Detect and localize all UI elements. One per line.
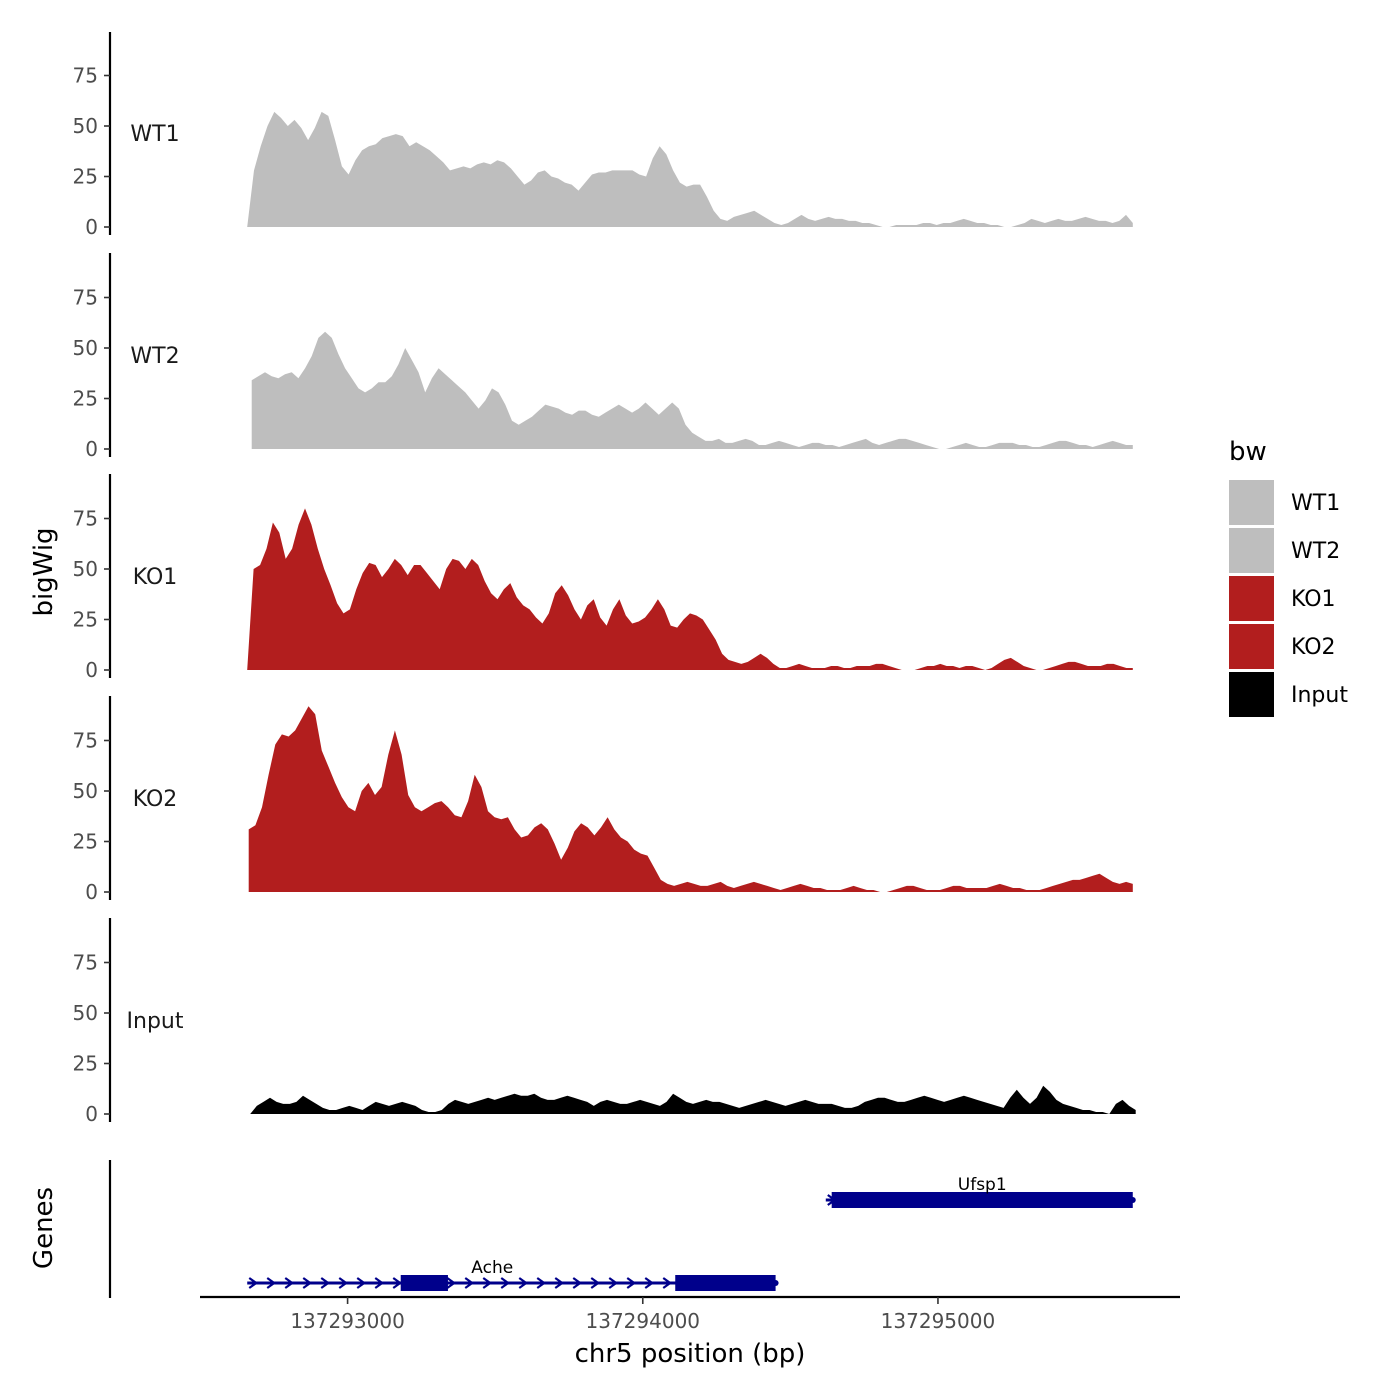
gene-end-cap (1129, 1197, 1136, 1203)
y-tick-label: 0 (85, 1102, 98, 1126)
y-tick-label: 75 (73, 951, 98, 975)
genes-axis-title: Genes (29, 1187, 59, 1269)
x-tick-label: 137295000 (881, 1309, 996, 1333)
y-axis-title: bigWig (29, 527, 59, 616)
strand-chevron (338, 1277, 349, 1289)
strand-chevron (608, 1277, 619, 1289)
strand-chevron (626, 1277, 637, 1289)
gene-label: Ache (471, 1258, 513, 1278)
coverage-area-ko2 (248, 706, 1133, 892)
y-tick-label: 50 (73, 779, 98, 803)
y-tick-label: 25 (73, 608, 98, 632)
track-wt2: 0 25 50 75 WT2 (73, 253, 1133, 461)
track-label: WT2 (130, 344, 179, 369)
strand-chevron (302, 1277, 313, 1289)
y-tick-label: 75 (73, 64, 98, 88)
strand-chevron (590, 1277, 601, 1289)
y-tick-label: 25 (73, 387, 98, 411)
gene-exon (400, 1275, 448, 1291)
coverage-area-wt1 (247, 111, 1133, 227)
strand-chevron (446, 1277, 457, 1289)
y-tick-label: 25 (73, 165, 98, 189)
y-tick-label: 25 (73, 1052, 98, 1076)
y-tick-label: 0 (85, 437, 98, 461)
track-ko1: 0 25 50 75 KO1 (73, 474, 1133, 682)
gene-track: Ache Ufsp1 (108, 1160, 1136, 1298)
legend-label: WT1 (1291, 491, 1340, 516)
track-label: WT1 (130, 122, 179, 147)
y-tick-label: 25 (73, 830, 98, 854)
strand-chevron (536, 1277, 547, 1289)
legend-label: Input (1291, 683, 1348, 708)
y-tick-label: 75 (73, 507, 98, 531)
y-tick-label: 50 (73, 336, 98, 360)
y-tick-label: 50 (73, 1001, 98, 1025)
strand-chevron (662, 1277, 673, 1289)
y-tick-label: 0 (85, 658, 98, 682)
strand-chevron (356, 1277, 367, 1289)
strand-chevron (320, 1277, 331, 1289)
gene-ufsp1: Ufsp1 (825, 1175, 1136, 1208)
track-label: KO2 (133, 787, 178, 812)
strand-chevron (248, 1277, 259, 1289)
track-label: KO1 (133, 565, 178, 590)
legend-swatch-wt2 (1229, 528, 1274, 573)
gene-label: Ufsp1 (958, 1175, 1007, 1195)
gene-end-cap (772, 1280, 779, 1286)
gene-ache: Ache (247, 1258, 779, 1291)
gene-exon (831, 1192, 1133, 1208)
legend-swatch-wt1 (1229, 480, 1274, 525)
strand-chevron (500, 1277, 511, 1289)
strand-chevron (266, 1277, 277, 1289)
coverage-tracks: 0 25 50 75 WT1 0 25 50 75 WT2 0 25 50 75 KO1 0 25 50 75 KO2… (73, 32, 1136, 1126)
legend: bw WT1 WT2 KO1 KO2 Input (1229, 437, 1348, 717)
y-tick-label: 50 (73, 114, 98, 138)
strand-chevron (644, 1277, 655, 1289)
y-tick-label: 0 (85, 880, 98, 904)
track-wt1: 0 25 50 75 WT1 (73, 32, 1133, 239)
legend-label: KO2 (1291, 635, 1336, 660)
y-tick-label: 75 (73, 729, 98, 753)
strand-chevron (518, 1277, 529, 1289)
track-label: Input (127, 1009, 184, 1034)
legend-label: KO1 (1291, 587, 1336, 612)
legend-label: WT2 (1291, 539, 1340, 564)
legend-title: bw (1229, 437, 1267, 467)
x-tick-label: 137293000 (290, 1309, 405, 1333)
strand-chevron (464, 1277, 475, 1289)
coverage-area-ko1 (247, 508, 1133, 670)
y-tick-label: 0 (85, 215, 98, 239)
strand-chevron (392, 1277, 403, 1289)
coverage-area-input (250, 1085, 1136, 1114)
strand-chevron (482, 1277, 493, 1289)
strand-chevron (374, 1277, 385, 1289)
gene-exon (675, 1275, 776, 1291)
x-axis-title: chr5 position (bp) (575, 1339, 806, 1369)
x-tick-label: 137294000 (586, 1309, 701, 1333)
coverage-area-wt2 (251, 331, 1133, 449)
strand-chevron (284, 1277, 295, 1289)
legend-swatch-input (1229, 672, 1274, 717)
track-input: 0 25 50 75 Input (73, 918, 1136, 1126)
track-ko2: 0 25 50 75 KO2 (73, 696, 1133, 904)
legend-swatch-ko1 (1229, 576, 1274, 621)
y-tick-label: 75 (73, 286, 98, 310)
y-tick-label: 50 (73, 557, 98, 581)
legend-swatch-ko2 (1229, 624, 1274, 669)
x-axis: 137293000 137294000 137295000 (200, 1295, 1180, 1333)
strand-chevron (572, 1277, 583, 1289)
strand-chevron (554, 1277, 565, 1289)
